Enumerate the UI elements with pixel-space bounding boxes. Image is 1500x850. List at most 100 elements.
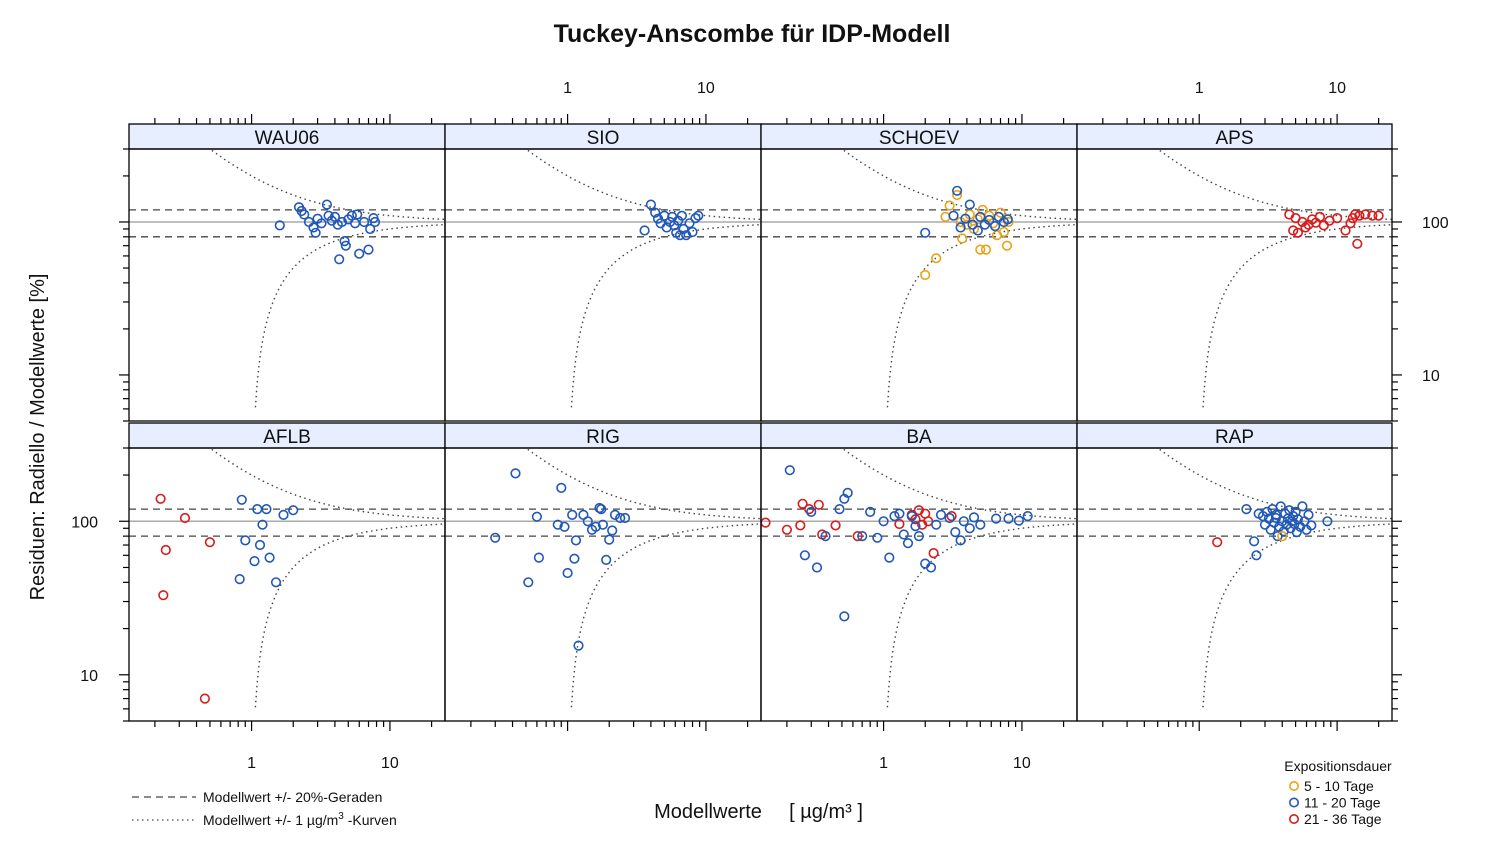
y-tick-label-left: 100 xyxy=(71,514,98,531)
data-point xyxy=(950,526,961,538)
panel-plot-area xyxy=(445,448,761,708)
data-point xyxy=(288,505,299,516)
data-point xyxy=(160,544,171,556)
panel-border xyxy=(128,148,446,422)
data-point xyxy=(820,530,831,542)
data-point xyxy=(964,199,975,210)
data-point xyxy=(1272,530,1283,542)
data-point xyxy=(155,493,166,504)
data-point xyxy=(179,512,191,524)
data-point xyxy=(278,509,289,521)
panels-group: WAU06 SIO SCHOEV APS AFLB RIG BA RAP xyxy=(128,123,1393,722)
panel-rig: RIG xyxy=(444,422,762,722)
data-point xyxy=(842,487,853,499)
x-tick-label-bottom: 10 xyxy=(381,755,399,772)
data-point xyxy=(567,509,578,521)
panel-rap: RAP xyxy=(1076,422,1393,722)
data-point xyxy=(645,199,657,210)
panel-strip-label: SIO xyxy=(587,128,620,149)
y-tick-label-left: 10 xyxy=(80,668,98,685)
data-point xyxy=(975,519,986,530)
line-legend: Modellwert +/- 20%-Geraden Modellwert +/… xyxy=(132,789,397,828)
y-tick-label-right: 10 xyxy=(1422,368,1440,385)
data-point xyxy=(556,482,567,494)
panel-strip xyxy=(128,123,446,150)
data-point xyxy=(811,562,823,573)
data-point xyxy=(989,221,1001,232)
data-point xyxy=(523,577,534,588)
panel-plot-area xyxy=(761,149,1077,408)
data-point xyxy=(510,468,521,479)
x-tick-label-bottom: 10 xyxy=(1013,755,1031,772)
legend-marker-exp_5_10 xyxy=(1289,780,1300,791)
data-point xyxy=(967,219,978,230)
panel-strip-label: APS xyxy=(1215,128,1253,149)
data-point xyxy=(781,524,793,535)
panel-strip-label: SCHOEV xyxy=(879,128,960,149)
data-point xyxy=(839,611,850,622)
data-point xyxy=(596,504,607,515)
data-point xyxy=(1288,225,1299,236)
data-point xyxy=(1292,227,1303,238)
panel-border xyxy=(444,447,762,722)
panel-strip-label: AFLB xyxy=(263,427,311,448)
data-point xyxy=(249,555,260,567)
data-point xyxy=(1306,520,1317,531)
data-point xyxy=(363,244,374,255)
x-tick-label-top: 10 xyxy=(697,80,715,97)
data-point xyxy=(1241,504,1252,515)
data-point xyxy=(894,518,905,530)
legend-label-exp_5_10: 5 - 10 Tage xyxy=(1304,778,1374,794)
data-point xyxy=(806,506,817,518)
data-point xyxy=(920,227,931,238)
data-point xyxy=(1248,536,1260,547)
data-point xyxy=(336,216,348,228)
dotted-curve-upper xyxy=(1156,149,1392,221)
data-point xyxy=(1013,515,1025,526)
data-point xyxy=(676,210,688,221)
data-point xyxy=(761,517,771,528)
data-point xyxy=(1314,211,1325,222)
panel-plot-area xyxy=(445,149,761,408)
data-point xyxy=(813,499,824,510)
data-point xyxy=(1373,210,1384,221)
data-point xyxy=(920,269,931,281)
data-point xyxy=(925,562,937,573)
panel-sio: SIO xyxy=(444,123,762,422)
data-point xyxy=(865,506,876,518)
data-point xyxy=(1300,222,1311,233)
data-point xyxy=(980,244,992,255)
data-point xyxy=(601,554,612,566)
legend-dotted-label-prefix: Modellwert +/- 1 µg/m xyxy=(203,812,338,828)
data-point xyxy=(607,525,618,536)
dotted-curve-lower xyxy=(1202,224,1392,408)
legend-dashed-label: Modellwert +/- 20%-Geraden xyxy=(203,789,382,805)
panel-border xyxy=(760,148,1078,422)
data-point xyxy=(960,213,971,224)
x-axis-title: Modellwerte xyxy=(654,801,762,823)
data-point xyxy=(984,214,995,226)
panel-aps: APS xyxy=(1076,123,1393,422)
data-point xyxy=(894,508,905,519)
data-point xyxy=(1367,210,1378,221)
data-point xyxy=(365,223,376,235)
data-point xyxy=(961,219,973,230)
data-point xyxy=(308,222,319,233)
legend-marker-exp_21_36 xyxy=(1289,813,1300,824)
data-point xyxy=(531,511,543,522)
data-point xyxy=(964,523,975,534)
panel-strip-label: RIG xyxy=(586,427,620,448)
x-tick-label-bottom: 1 xyxy=(879,755,888,772)
data-point xyxy=(1270,512,1281,524)
data-point xyxy=(1331,213,1343,224)
data-point xyxy=(236,494,247,505)
data-point xyxy=(339,236,350,247)
data-point xyxy=(998,226,1010,238)
legend-dotted-label-sup: 3 xyxy=(338,811,344,822)
data-point xyxy=(597,519,609,530)
data-point xyxy=(1297,501,1308,512)
data-point xyxy=(619,512,631,524)
data-point xyxy=(1303,509,1314,521)
data-point xyxy=(204,537,215,548)
